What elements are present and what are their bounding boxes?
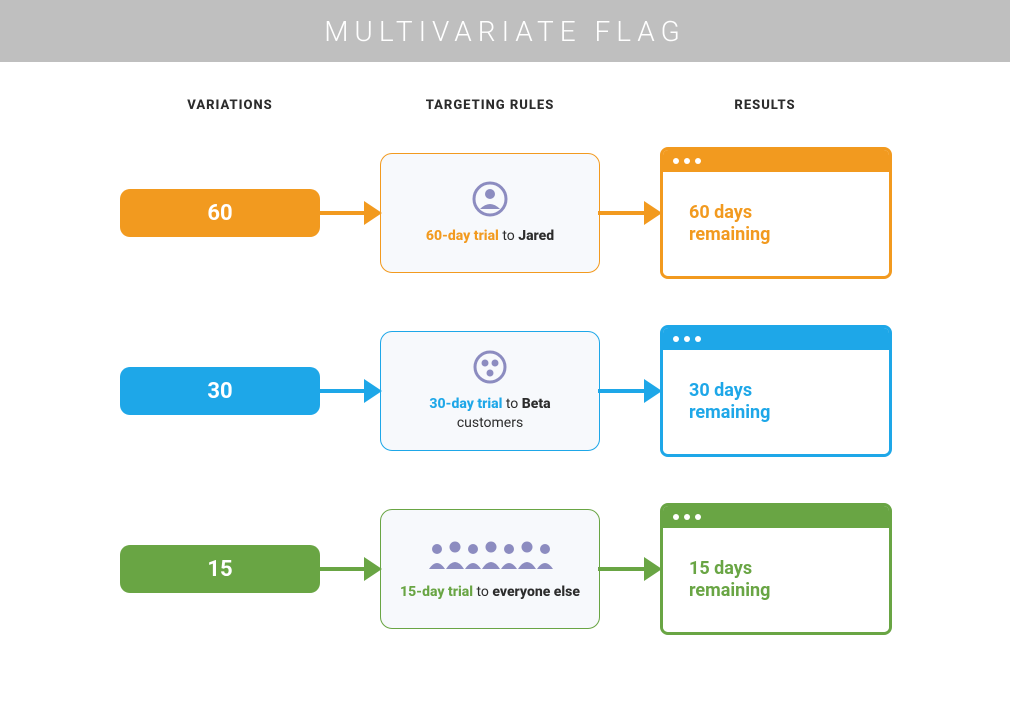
arrow-head-icon: [364, 379, 382, 403]
flag-row: 30 30-day trial to Beta: [120, 325, 890, 457]
arrow-line: [318, 567, 370, 571]
beta-group-icon: [470, 347, 510, 387]
variation-pill: 60: [120, 189, 320, 237]
variation-pill: 30: [120, 367, 320, 415]
to-word: to: [506, 396, 518, 412]
window-dot-icon: [695, 336, 701, 342]
result-window: 60 days remaining: [660, 147, 892, 279]
flag-row: 60 60-day trial to Jared: [120, 147, 890, 279]
window-dot-icon: [695, 514, 701, 520]
arrow-line: [318, 389, 370, 393]
trial-label: 60-day trial: [426, 228, 499, 244]
to-word: to: [476, 584, 488, 600]
trial-label: 15-day trial: [400, 584, 473, 600]
window-dot-icon: [673, 336, 679, 342]
diagram-content: VARIATIONS TARGETING RULES RESULTS 60: [0, 62, 1010, 635]
arrow-line: [598, 211, 650, 215]
arrow-connector: [320, 389, 380, 393]
arrow-connector: [600, 389, 660, 393]
page-title: MULTIVARIATE FLAG: [324, 15, 686, 48]
trial-label: 30-day trial: [429, 396, 502, 412]
variation-value: 60: [207, 201, 232, 226]
header-bar: MULTIVARIATE FLAG: [0, 0, 1010, 62]
flag-rows: 60 60-day trial to Jared: [120, 147, 890, 635]
arrow-head-icon: [364, 201, 382, 225]
result-text: 15 days remaining: [689, 558, 809, 603]
arrow-head-icon: [644, 379, 662, 403]
targeting-card: 60-day trial to Jared: [380, 153, 600, 273]
arrow-connector: [320, 211, 380, 215]
window-dot-icon: [695, 158, 701, 164]
arrow-connector: [600, 211, 660, 215]
arrow-head-icon: [644, 557, 662, 581]
targeting-card: 15-day trial to everyone else: [380, 509, 600, 629]
window-titlebar: [663, 328, 889, 350]
target-who: Beta: [522, 396, 551, 412]
arrow-line: [598, 567, 650, 571]
window-titlebar: [663, 506, 889, 528]
result-text: 30 days remaining: [689, 380, 809, 425]
targeting-description: 30-day trial to Beta customers: [397, 395, 583, 433]
result-body: 30 days remaining: [663, 350, 889, 454]
window-dot-icon: [684, 336, 690, 342]
variation-pill: 15: [120, 545, 320, 593]
column-header-variations: VARIATIONS: [120, 98, 340, 113]
target-extra: customers: [457, 415, 523, 431]
variation-value: 30: [207, 379, 232, 404]
column-header-results: RESULTS: [640, 98, 890, 113]
window-dot-icon: [684, 514, 690, 520]
crowd-icon: [425, 535, 555, 575]
window-dot-icon: [673, 514, 679, 520]
window-dot-icon: [673, 158, 679, 164]
result-body: 15 days remaining: [663, 528, 889, 632]
targeting-card: 30-day trial to Beta customers: [380, 331, 600, 451]
arrow-connector: [600, 567, 660, 571]
column-header-targeting: TARGETING RULES: [340, 98, 640, 113]
target-who: everyone else: [492, 584, 580, 600]
variation-value: 15: [207, 557, 232, 582]
flag-row: 15: [120, 503, 890, 635]
targeting-description: 15-day trial to everyone else: [400, 583, 580, 602]
result-window: 30 days remaining: [660, 325, 892, 457]
arrow-line: [598, 389, 650, 393]
result-body: 60 days remaining: [663, 172, 889, 276]
target-who: Jared: [518, 228, 554, 244]
result-window: 15 days remaining: [660, 503, 892, 635]
arrow-line: [318, 211, 370, 215]
targeting-description: 60-day trial to Jared: [426, 227, 554, 246]
arrow-connector: [320, 567, 380, 571]
arrow-head-icon: [644, 201, 662, 225]
arrow-head-icon: [364, 557, 382, 581]
column-headers: VARIATIONS TARGETING RULES RESULTS: [120, 98, 890, 113]
result-text: 60 days remaining: [689, 202, 809, 247]
single-user-icon: [470, 179, 510, 219]
window-titlebar: [663, 150, 889, 172]
to-word: to: [502, 228, 514, 244]
window-dot-icon: [684, 158, 690, 164]
